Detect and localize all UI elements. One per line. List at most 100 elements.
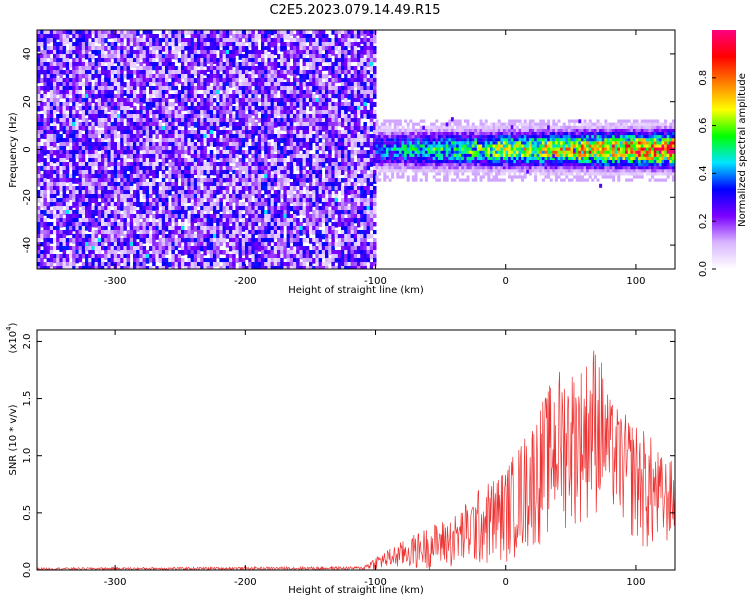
spectrogram-cell xyxy=(149,50,153,56)
spectrogram-cell xyxy=(241,82,246,87)
spectrogram-cell xyxy=(123,190,127,195)
spectrogram-cell xyxy=(97,178,102,183)
spectrogram-cell xyxy=(120,250,124,255)
spectrogram-cell xyxy=(40,38,44,44)
spectrogram-cell xyxy=(94,198,99,202)
spectrogram-cell xyxy=(184,198,188,204)
spectrogram-cell xyxy=(315,206,319,211)
spectrogram-cell xyxy=(245,238,249,244)
spectrogram-cell xyxy=(261,74,265,79)
spectrogram-cell xyxy=(248,42,252,48)
spectrogram-cell xyxy=(136,98,140,104)
spectrogram-cell xyxy=(209,118,214,123)
spectrogram-cell xyxy=(238,34,243,39)
spectrogram-cell xyxy=(309,70,313,76)
spectrogram-cell xyxy=(235,226,239,232)
spectrogram-cell xyxy=(72,70,76,75)
spectrogram-cell xyxy=(133,230,137,236)
spectrogram-cell xyxy=(283,146,287,152)
spectrogram-cell xyxy=(104,102,108,108)
spectrogram-cell xyxy=(136,194,140,200)
spectrogram-cell xyxy=(62,210,67,216)
spectrogram-cell xyxy=(296,86,300,91)
spectrogram-cell xyxy=(283,138,287,144)
spectrogram-cell xyxy=(283,30,287,36)
spectrogram-cell xyxy=(161,38,166,43)
spectrogram-cell xyxy=(315,78,319,83)
spectrogram-cell xyxy=(181,170,185,175)
spectrogram-cell xyxy=(299,266,303,269)
spectrogram-cell xyxy=(232,126,236,131)
spectrogram-cell xyxy=(325,206,329,212)
spectrogram-cell xyxy=(216,222,220,228)
spectrogram-cell xyxy=(53,130,57,136)
spectrogram-cell xyxy=(81,118,86,124)
spectrogram-cell xyxy=(277,182,281,187)
spectrogram-cell xyxy=(277,154,281,160)
spectrogram-cell xyxy=(222,42,227,48)
spectrogram-cell xyxy=(120,170,124,176)
spectrogram-cell xyxy=(261,50,265,56)
spectrogram-cell xyxy=(165,226,169,232)
spectrogram-cell xyxy=(59,42,63,48)
spectrogram-cell xyxy=(155,102,159,108)
spectrogram-cell xyxy=(203,226,207,231)
spectrogram-cell xyxy=(133,86,137,92)
spectrogram-cell xyxy=(126,110,131,116)
spectrogram-cell xyxy=(56,186,60,190)
spectrogram-cell xyxy=(110,166,115,171)
spectrogram-cell xyxy=(254,42,259,47)
spectrogram-cell xyxy=(184,250,188,255)
spectrogram-cell xyxy=(283,42,287,48)
spectrogram-cell xyxy=(334,182,339,187)
spectrogram-cell xyxy=(75,74,79,79)
spectrogram-cell xyxy=(267,150,271,155)
spectrogram-cell xyxy=(120,42,124,47)
spectrogram-cell xyxy=(152,246,156,250)
spectrogram-cell xyxy=(104,226,108,231)
spectrogram-cell xyxy=(46,86,51,92)
spectrogram-cell xyxy=(97,54,102,59)
spectrogram-cell xyxy=(168,70,172,76)
spectrogram-cell xyxy=(91,130,95,136)
spectrogram-cell xyxy=(216,218,220,223)
spectrogram-cell xyxy=(120,242,124,248)
spectrogram-cell xyxy=(187,86,191,91)
spectrogram-cell xyxy=(152,78,156,84)
spectrogram-cell xyxy=(277,70,281,76)
spectrogram-cell xyxy=(286,218,291,223)
spectrogram-cell xyxy=(107,142,111,147)
spectrogram-cell xyxy=(59,254,63,259)
spectrogram-cell xyxy=(277,78,281,83)
spectrogram-cell xyxy=(37,42,41,47)
spectrogram-cell xyxy=(318,234,323,240)
spectrogram-cell xyxy=(161,178,166,184)
spectrogram-cell xyxy=(216,138,220,143)
spectrogram-cell xyxy=(325,86,329,91)
spectrogram-cell xyxy=(59,66,63,72)
spectrogram-cell xyxy=(273,86,278,92)
spectrogram-cell xyxy=(184,206,188,211)
spectrogram-cell xyxy=(296,138,300,144)
spectrogram-cell xyxy=(142,178,147,184)
spectrogram-cell xyxy=(270,218,275,224)
spectrogram-cell xyxy=(309,122,313,128)
spectrogram-cell xyxy=(289,86,294,92)
spectrogram-cell xyxy=(216,154,220,160)
spectrogram-cell xyxy=(120,66,124,72)
spectrogram-cell xyxy=(133,42,137,47)
spectrogram-cell xyxy=(325,166,329,172)
spectrogram-cell xyxy=(81,202,86,207)
spectrogram-cell xyxy=(216,214,220,219)
spectrogram-cell xyxy=(37,118,41,123)
spectrogram-cell xyxy=(177,254,182,260)
spectrogram-cell xyxy=(126,202,131,207)
spectrogram-cell xyxy=(187,186,191,192)
spectrogram-cell xyxy=(91,106,95,111)
spectrogram-cell xyxy=(123,114,127,119)
spectrogram-cell xyxy=(209,162,214,168)
spectrogram-cell xyxy=(62,46,67,50)
spectrogram-cell xyxy=(56,106,60,112)
spectrogram-cell xyxy=(203,138,207,144)
spectrogram-cell xyxy=(133,134,137,139)
